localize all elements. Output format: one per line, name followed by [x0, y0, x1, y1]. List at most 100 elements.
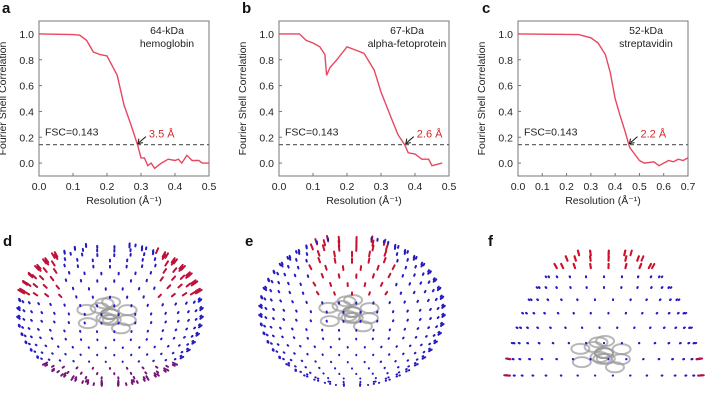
view-direction-marker [441, 303, 445, 307]
y-tick-label: 1.0 [498, 29, 513, 41]
threshold-label: FSC=0.143 [285, 127, 339, 139]
view-direction-marker [172, 336, 176, 340]
view-direction-marker [329, 282, 333, 287]
view-direction-marker [418, 308, 422, 312]
view-direction-marker [20, 332, 24, 336]
view-direction-marker [132, 375, 136, 380]
view-direction-marker [669, 298, 672, 302]
view-direction-marker [418, 317, 422, 321]
view-direction-marker [160, 337, 163, 341]
view-direction-marker [383, 250, 388, 257]
view-direction-marker [199, 314, 203, 318]
view-direction-marker [74, 378, 78, 382]
view-direction-marker [546, 298, 550, 302]
view-direction-marker [420, 263, 424, 268]
view-direction-marker [170, 257, 176, 264]
view-direction-marker [281, 335, 284, 339]
view-direction-marker [269, 288, 273, 293]
y-tick-label: 1.0 [259, 29, 274, 41]
model-ribbon [319, 315, 340, 328]
view-direction-marker [638, 262, 643, 270]
view-direction-marker [682, 311, 686, 315]
view-direction-marker [403, 248, 407, 253]
view-direction-marker [296, 265, 300, 270]
annotation-arrow [630, 136, 638, 143]
arrow-head [405, 138, 411, 145]
view-direction-marker [267, 277, 271, 282]
view-direction-marker [425, 335, 428, 338]
view-direction-marker [309, 243, 314, 251]
view-direction-marker [161, 329, 165, 333]
x-tick-label: 0.3 [584, 181, 599, 193]
view-direction-marker [34, 343, 38, 347]
fsc-curve [517, 33, 689, 167]
view-direction-marker [155, 370, 160, 374]
view-direction-marker [42, 258, 48, 265]
y-tick-label: 0.0 [498, 158, 513, 170]
view-direction-marker [166, 344, 170, 348]
x-tick-label: 0.3 [374, 181, 389, 193]
view-direction-marker [27, 271, 34, 278]
view-direction-marker [435, 325, 439, 329]
view-direction-marker [197, 325, 201, 329]
view-direction-marker [427, 271, 431, 275]
view-direction-marker [38, 275, 45, 281]
view-direction-marker [179, 274, 186, 280]
view-direction-marker [521, 311, 525, 315]
view-direction-marker [181, 292, 188, 297]
view-direction-marker [337, 273, 341, 279]
view-direction-marker [194, 317, 198, 321]
model-ribbon [359, 302, 380, 315]
view-direction-marker [17, 314, 21, 318]
view-direction-marker [660, 286, 664, 289]
view-direction-marker [651, 262, 656, 270]
chart-title: 52-kDa [629, 25, 663, 37]
view-direction-marker [333, 291, 336, 296]
view-direction-marker [432, 279, 436, 283]
view-direction-marker [44, 257, 50, 264]
view-direction-marker [56, 369, 60, 374]
resolution-label: 2.2 Å [641, 128, 667, 141]
view-direction-marker [277, 289, 281, 294]
view-direction-marker [312, 281, 317, 287]
view-direction-marker [376, 264, 380, 271]
view-direction-marker [174, 302, 178, 306]
view-direction-marker [399, 291, 403, 295]
view-direction-marker [23, 334, 27, 338]
view-direction-marker [40, 319, 44, 323]
view-direction-marker [544, 275, 548, 279]
model-ribbon [76, 303, 97, 316]
view-direction-marker [61, 365, 65, 369]
view-direction-marker [535, 286, 539, 289]
model-ribbon [331, 299, 352, 312]
view-direction-marker [145, 375, 149, 379]
view-direction-marker [684, 311, 688, 315]
view-direction-marker [66, 370, 70, 375]
arrow-head [628, 138, 635, 145]
angular-distribution-f [503, 249, 705, 377]
fsc-chart-0: 0.0 0.1 0.2 0.3 0.4 0.5 0.0 0.2 0.4 0.6 0.8 1.0 Reso… [0, 20, 216, 207]
view-direction-marker [171, 361, 176, 365]
view-direction-marker [297, 248, 301, 253]
view-direction-marker [44, 363, 49, 367]
x-tick-label: 0.1 [535, 181, 550, 193]
view-direction-marker [195, 333, 199, 337]
view-direction-marker [142, 378, 146, 382]
y-axis-label: Fourier Shell Correlation [0, 41, 9, 155]
view-direction-marker [75, 366, 79, 370]
view-direction-marker [21, 300, 25, 304]
view-direction-marker [155, 247, 160, 255]
annotation-arrow [406, 136, 415, 143]
view-direction-marker [29, 335, 33, 339]
view-direction-marker [547, 275, 551, 279]
chart-title: streptavidin [619, 38, 673, 50]
view-direction-marker [636, 255, 640, 262]
x-tick-label: 0.1 [306, 181, 321, 193]
model-ribbon [570, 342, 591, 355]
view-direction-marker [79, 371, 83, 375]
view-direction-marker [432, 277, 436, 281]
view-direction-marker [301, 291, 305, 295]
view-direction-marker [436, 306, 440, 310]
view-direction-marker [695, 357, 702, 361]
y-tick-label: 0.4 [19, 106, 34, 118]
